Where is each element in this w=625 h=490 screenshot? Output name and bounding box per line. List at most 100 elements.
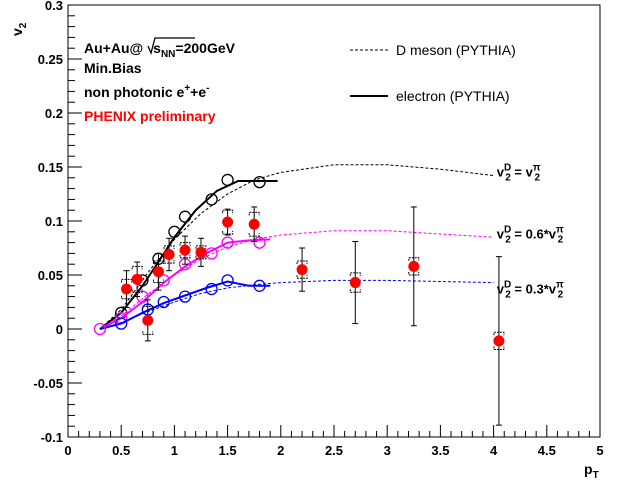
- x-tick-label: 1.5: [219, 443, 237, 458]
- open-circle-marker: [157, 295, 170, 309]
- data-point: [121, 283, 133, 295]
- open-circle-marker: [93, 322, 107, 336]
- sys-error-bracket: [142, 331, 154, 335]
- open-circle-marker: [221, 236, 234, 249]
- system-label: Au+Au@ sNN=200GeV: [84, 40, 236, 60]
- sys-error-bracket: [121, 295, 133, 300]
- model-label-part: v: [497, 226, 505, 241]
- legend-d-meson: D meson (PYTHIA): [396, 42, 516, 58]
- data-point: [142, 314, 154, 326]
- open-circle-marker: [178, 290, 192, 303]
- open-circle-marker: [168, 225, 181, 238]
- legend: D meson (PYTHIA) electron (PYTHIA): [350, 42, 516, 104]
- data-point: [195, 246, 207, 258]
- sys-error-bracket: [408, 272, 420, 276]
- model-label-part: 2: [505, 173, 511, 184]
- y-tick-label: -0.05: [33, 376, 63, 391]
- sys-error-bracket: [222, 230, 234, 235]
- x-axis-title-main: p: [584, 461, 593, 477]
- open-circle-marker: [253, 175, 266, 189]
- sys-error-bracket: [408, 257, 420, 261]
- electron-curve: [99, 280, 271, 330]
- model-label-part: = 0.3*v: [511, 281, 557, 296]
- x-tick-label: 3: [384, 443, 391, 458]
- sys-error-bracket: [121, 278, 133, 283]
- particle-label-plus: +: [184, 83, 190, 94]
- sys-error-bracket: [349, 289, 361, 293]
- sys-error-bracket: [493, 346, 505, 351]
- model-label-part: 2: [558, 289, 564, 300]
- open-circle-marker: [253, 236, 266, 249]
- x-axis-title-sub: T: [593, 470, 599, 481]
- x-tick-label: 4: [490, 443, 498, 458]
- annotation-block: Au+Au@ sNN=200GeV Min.Bias non photonic e…: [84, 37, 236, 124]
- x-tick-label: 2.5: [325, 443, 343, 458]
- data-point: [163, 248, 175, 260]
- dmeson-curve: [99, 164, 494, 330]
- y-tick-label: 0.25: [38, 52, 63, 67]
- sys-error-bracket: [296, 275, 308, 279]
- system-label-a: Au+Au@: [84, 40, 143, 56]
- model-label-part: π: [533, 163, 541, 174]
- open-circle-marker: [253, 279, 266, 292]
- system-label-sqrt: s: [153, 40, 161, 56]
- sys-error-bracket: [163, 245, 175, 249]
- sys-error-bracket: [248, 211, 260, 216]
- model-label-part: 2: [505, 234, 511, 245]
- y-axis-title-main: v: [9, 28, 25, 36]
- sys-error-bracket: [152, 279, 164, 284]
- model-label-part: D: [504, 279, 511, 290]
- model-label-part: = 0.6*v: [511, 226, 557, 241]
- model-label-part: D: [504, 163, 511, 174]
- x-tick-label: 3.5: [431, 443, 449, 458]
- model-label-part: 2: [558, 234, 564, 245]
- preliminary-label: PHENIX preliminary: [84, 108, 216, 124]
- model-label: vD 2 = vπ 2: [497, 163, 541, 184]
- y-axis-title-sub: 2: [18, 22, 29, 28]
- open-circle-marker: [221, 173, 234, 187]
- data-point: [131, 273, 143, 285]
- open-circle-marker: [178, 210, 192, 223]
- y-axis: -0.1 -0.05 0 0.05 0.1 0.15 0.2 0.25 0.3: [33, 0, 82, 445]
- model-label-part: π: [556, 279, 564, 290]
- y-tick-label: 0.2: [45, 106, 63, 121]
- particle-label-a: non photonic e: [84, 84, 185, 100]
- electron-curve: [99, 180, 278, 330]
- y-tick-label: -0.1: [41, 430, 63, 445]
- sqrt-sign-icon: [147, 37, 195, 55]
- electron-curve: [99, 238, 271, 330]
- model-label-part: 2: [505, 289, 511, 300]
- sys-error-bracket: [248, 233, 260, 237]
- model-label-part: v: [497, 165, 505, 180]
- y-tick-label: 0.15: [38, 160, 63, 175]
- y-tick-label: 0.1: [45, 214, 63, 229]
- sys-error-bracket: [179, 242, 191, 246]
- system-label-sub: NN: [161, 49, 175, 60]
- model-label-part: D: [504, 224, 511, 235]
- open-circle-marker: [205, 193, 218, 206]
- x-tick-label: 4.5: [538, 443, 556, 458]
- sys-error-bracket: [493, 331, 505, 336]
- data-point: [152, 266, 164, 278]
- sys-error-bracket: [349, 272, 361, 276]
- sys-error-bracket: [195, 245, 207, 249]
- model-label: vD 2 = 0.3*vπ 2: [497, 279, 564, 300]
- data-point: [248, 218, 260, 230]
- model-label-part: v: [497, 281, 505, 296]
- sys-error-bracket: [142, 305, 154, 310]
- data-point: [493, 335, 505, 347]
- data-point: [296, 264, 308, 276]
- sys-error-bracket: [179, 254, 191, 259]
- open-circle-marker: [205, 282, 218, 296]
- curves: [93, 164, 494, 336]
- data-point: [408, 260, 420, 272]
- model-label-part: = v: [511, 165, 534, 180]
- model-label-part: π: [556, 224, 564, 235]
- sys-error-bracket: [296, 260, 308, 264]
- particle-label: non photonic e++e-: [84, 83, 209, 100]
- sys-error-bracket: [222, 209, 234, 214]
- y-tick-label: 0: [56, 322, 63, 337]
- particle-label-minus: -: [206, 83, 209, 94]
- open-circle-marker: [115, 317, 128, 330]
